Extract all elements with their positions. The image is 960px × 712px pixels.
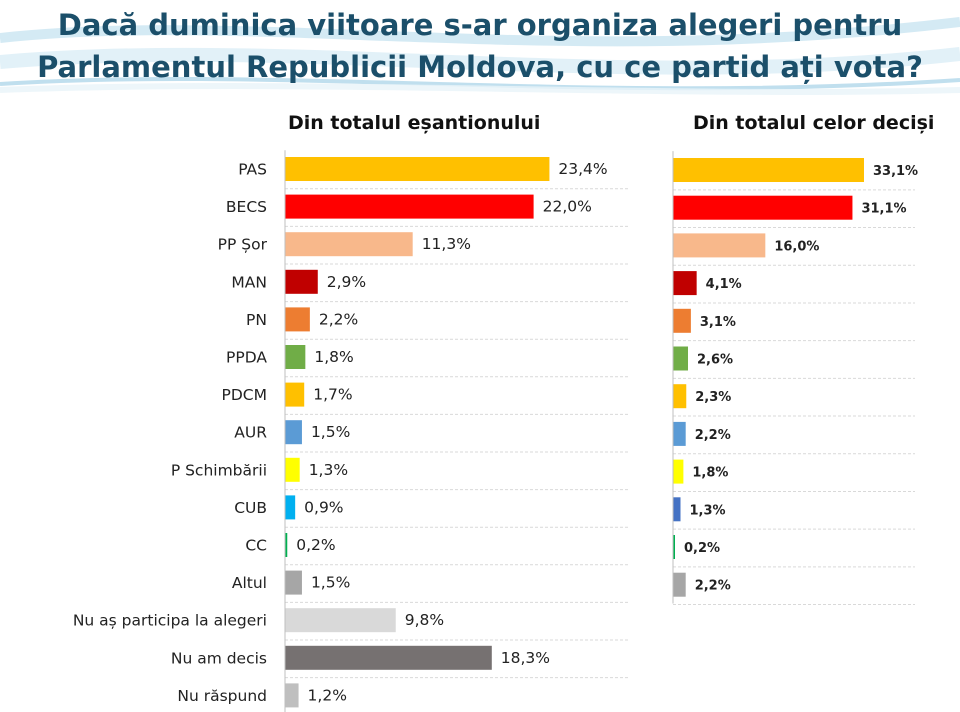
- category-label: AUR: [234, 424, 267, 442]
- bar: [285, 495, 296, 520]
- data-label: 4,1%: [706, 277, 742, 292]
- bar: [285, 608, 396, 633]
- data-label: 1,5%: [311, 574, 350, 592]
- data-label: 2,2%: [695, 579, 731, 594]
- category-label: Altul: [232, 574, 267, 592]
- data-label: 2,2%: [695, 428, 731, 443]
- data-label: 33,1%: [873, 164, 918, 179]
- data-label: 22,0%: [543, 198, 592, 216]
- data-label: 9,8%: [405, 611, 444, 629]
- left-chart-title: Din totalul eșantionului: [288, 112, 541, 134]
- data-label: 2,9%: [327, 273, 366, 291]
- bar: [673, 233, 766, 258]
- bar: [285, 683, 299, 708]
- bar: [673, 421, 686, 446]
- right-chart-title: Din totalul celor deciși: [693, 112, 935, 134]
- bar: [285, 307, 310, 332]
- data-label: 1,5%: [311, 423, 350, 441]
- data-label: 18,3%: [501, 649, 550, 667]
- bar: [673, 535, 675, 559]
- page-title-line-1: Dacă duminica viitoare s-ar organiza ale…: [57, 8, 903, 42]
- category-label: MAN: [231, 273, 267, 291]
- bar: [673, 195, 853, 220]
- data-label: 1,8%: [692, 466, 728, 481]
- bar: [285, 645, 492, 670]
- bar: [285, 570, 302, 595]
- data-label: 2,6%: [697, 353, 733, 368]
- category-label: Nu am decis: [171, 649, 267, 667]
- bar: [673, 346, 689, 371]
- bar: [673, 384, 687, 409]
- bar: [673, 158, 864, 182]
- bar: [673, 459, 684, 484]
- slide-header: Dacă duminica viitoare s-ar organiza ale…: [0, 0, 960, 100]
- bar: [285, 420, 302, 445]
- data-label: 23,4%: [558, 160, 607, 178]
- data-label: 31,1%: [861, 202, 906, 217]
- data-label: 2,2%: [319, 310, 358, 328]
- category-label: Nu răspund: [177, 687, 267, 705]
- data-label: 1,3%: [309, 461, 348, 479]
- page-title: Dacă duminica viitoare s-ar organiza ale…: [0, 4, 960, 88]
- data-label: 2,3%: [695, 390, 731, 405]
- category-label: PAS: [238, 161, 267, 179]
- category-label: CC: [245, 537, 267, 555]
- data-label: 1,2%: [308, 686, 347, 704]
- header-wave-decoration: [0, 17, 960, 95]
- category-label: PN: [246, 311, 267, 329]
- data-label: 1,7%: [313, 386, 352, 404]
- data-label: 0,2%: [684, 541, 720, 556]
- category-label: P Schimbării: [171, 461, 267, 479]
- data-label: 3,1%: [700, 315, 736, 330]
- category-label: PDCM: [222, 386, 267, 404]
- data-label: 0,2%: [296, 536, 335, 554]
- bar: [673, 271, 697, 296]
- category-label: Nu aș participa la alegeri: [73, 612, 267, 630]
- bar: [285, 232, 413, 257]
- data-label: 0,9%: [304, 498, 343, 516]
- bar: [673, 572, 686, 597]
- data-label: 1,8%: [314, 348, 353, 366]
- category-label: PP Șor: [218, 236, 268, 254]
- bar: [285, 533, 288, 557]
- category-label: BECS: [226, 198, 267, 216]
- bar: [285, 157, 550, 181]
- category-label: PPDA: [226, 349, 267, 367]
- page-title-line-2: Parlamentul Republicii Moldova, cu ce pa…: [37, 50, 923, 84]
- bar: [285, 382, 305, 407]
- bar: [285, 457, 300, 482]
- data-label: 16,0%: [774, 239, 819, 254]
- bar: [285, 345, 306, 369]
- bar: [285, 194, 534, 219]
- bar: [673, 308, 691, 333]
- bar: [673, 497, 681, 522]
- bar: [285, 269, 318, 294]
- data-label: 1,3%: [690, 503, 726, 518]
- data-label: 11,3%: [422, 235, 471, 253]
- category-label: CUB: [234, 499, 267, 517]
